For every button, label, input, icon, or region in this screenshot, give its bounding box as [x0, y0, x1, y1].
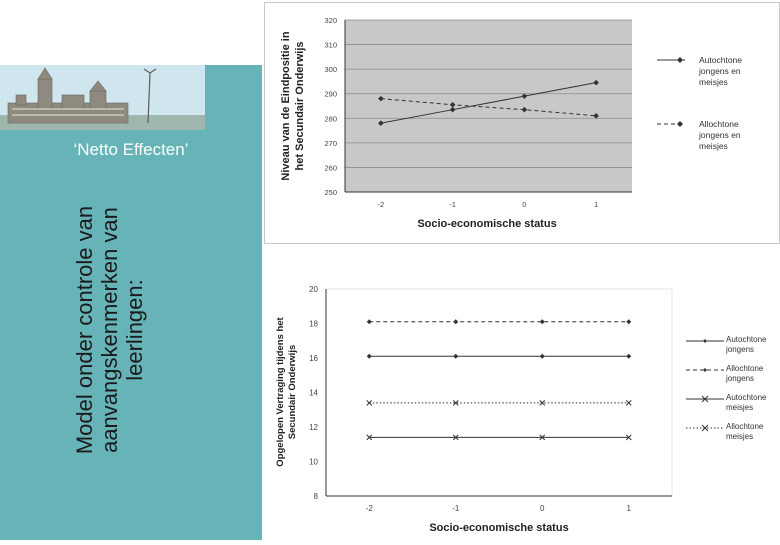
legend-label: Allochtone	[726, 364, 764, 373]
legend-label: jongens en	[698, 130, 741, 140]
data-point	[378, 120, 384, 126]
y-tick-label: 16	[309, 354, 318, 363]
chart-eindpositie: 250 260 270 280 290 300 310 320 -2 -1 0 1 Niveau v…	[264, 2, 780, 244]
vertical-title-line: leerlingen:	[122, 279, 147, 381]
series-line	[380, 82, 597, 124]
data-point	[366, 319, 372, 325]
y-tick-label: 320	[324, 16, 337, 25]
legend-marker-x	[701, 395, 709, 403]
x-tick-label: 0	[522, 200, 526, 209]
series-line	[380, 98, 597, 117]
x-tick-label: -2	[366, 504, 374, 513]
data-point	[366, 353, 372, 359]
y-tick-label: 8	[314, 492, 319, 501]
city-banner-image	[0, 65, 205, 130]
plot-area	[345, 20, 632, 192]
legend-label: meisjes	[726, 432, 753, 441]
data-point	[625, 434, 632, 441]
x-tick-label: -1	[449, 200, 456, 209]
data-point	[539, 319, 545, 325]
y-tick-label: 250	[324, 188, 337, 197]
data-point	[449, 101, 456, 108]
data-point	[452, 399, 459, 406]
y-tick-label: 300	[324, 65, 337, 74]
y-tick-label: 18	[309, 320, 318, 329]
data-point	[452, 434, 459, 441]
legend-label: Autochtone	[699, 55, 742, 65]
data-point	[453, 319, 459, 325]
legend: Autochtone jongens Allochtone jongens Au…	[686, 335, 767, 441]
y-axis-label-line: Opgelopen Vertraging tijdens het	[275, 316, 286, 466]
plot-area	[325, 288, 673, 497]
legend-label: Allochtone	[699, 119, 739, 129]
legend-marker-diamond	[703, 368, 707, 372]
y-axis-label-line: Niveau van de Eindpositie in	[280, 31, 292, 180]
slide-subtitle: ‘Netto Effecten’	[73, 140, 189, 159]
data-point	[625, 399, 632, 406]
y-tick-labels: 8 10 12 14 16 18 20	[309, 285, 318, 501]
street-lamp-icon	[143, 68, 157, 124]
legend-label: meisjes	[726, 403, 753, 412]
chart-eindpositie-svg: 250 260 270 280 290 300 310 320 -2 -1 0 1 Niveau v…	[280, 16, 742, 230]
series-allochtone-jongens	[366, 319, 632, 325]
y-axis-label-line: Secundair Onderwijs	[287, 345, 298, 440]
city-hall-building	[7, 67, 129, 124]
legend-label: meisjes	[699, 77, 728, 87]
y-tick-label: 310	[324, 41, 337, 50]
x-tick-labels: -2 -1 0 1	[378, 200, 599, 209]
series-autochtone-meisjes	[366, 434, 632, 441]
y-tick-label: 10	[309, 458, 318, 467]
x-tick-label: -2	[378, 200, 385, 209]
y-tick-label: 270	[324, 139, 337, 148]
data-point	[539, 353, 545, 359]
x-tick-label: 0	[540, 504, 545, 513]
legend-label: meisjes	[699, 141, 728, 151]
legend-marker-x	[701, 424, 709, 432]
x-tick-label: 1	[594, 200, 598, 209]
x-tick-label: -1	[452, 504, 460, 513]
vertical-title-line: aanvangskenmerken van	[97, 207, 122, 453]
y-tick-label: 280	[324, 114, 337, 123]
data-point	[449, 106, 456, 113]
legend-label: jongens en	[698, 66, 741, 76]
legend-label: Autochtone	[726, 335, 767, 344]
legend-label: jongens	[725, 374, 754, 383]
y-tick-label: 290	[324, 90, 337, 99]
series-group	[366, 319, 632, 441]
legend-marker-diamond	[677, 121, 683, 127]
title-panel	[0, 65, 262, 540]
data-point	[626, 319, 632, 325]
legend-label: Autochtone	[726, 393, 767, 402]
y-tick-label: 14	[309, 389, 318, 398]
legend-marker-diamond	[677, 57, 683, 63]
series-allochtone-meisjes	[366, 399, 632, 406]
data-point	[366, 434, 373, 441]
legend-label: jongens	[725, 345, 754, 354]
chart-vertraging-svg: 8 10 12 14 16 18 20 -2 -1 0 1 Opgelopen Vertragin…	[275, 285, 767, 534]
y-tick-label: 20	[309, 285, 318, 294]
y-axis-label-line: het Secundair Onderwijs	[294, 42, 306, 171]
x-tick-labels: -2 -1 0 1	[366, 504, 632, 513]
vertical-title-line: Model onder controle van	[72, 205, 97, 455]
slide-vertical-title: Model onder controle van aanvangskenmerk…	[72, 150, 147, 510]
series-autochtone-jongens	[366, 353, 632, 359]
legend-marker-diamond	[703, 339, 707, 343]
data-point	[378, 95, 384, 102]
data-point	[453, 353, 459, 359]
y-tick-label: 12	[309, 423, 318, 432]
x-axis-label: Socio-economische status	[417, 218, 556, 230]
y-tick-labels: 250 260 270 280 290 300 310 320	[324, 16, 337, 197]
data-point	[539, 399, 546, 406]
data-point	[539, 434, 546, 441]
y-tick-label: 260	[324, 163, 337, 172]
legend: Autochtone jongens en meisjes Allochtone…	[657, 55, 742, 151]
data-point	[366, 399, 373, 406]
legend-label: Allochtone	[726, 422, 764, 431]
x-tick-label: 1	[627, 504, 632, 513]
data-point	[626, 353, 632, 359]
x-axis-label: Socio-economische status	[429, 522, 568, 534]
chart-vertraging: 8 10 12 14 16 18 20 -2 -1 0 1 Opgelopen Vertragin…	[268, 274, 780, 540]
